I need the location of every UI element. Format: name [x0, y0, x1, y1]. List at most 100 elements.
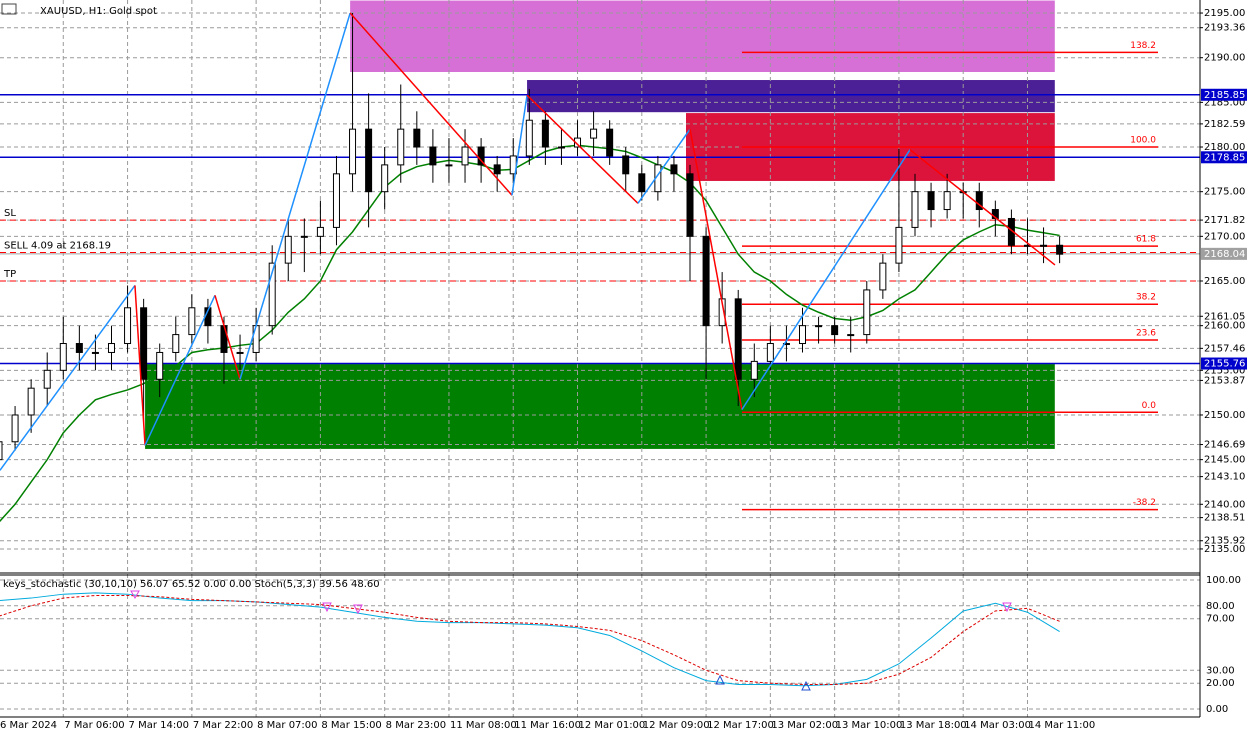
candle-body: [220, 325, 228, 353]
zigzag-segment: [239, 12, 351, 380]
y-tick-label: 2182.59: [1204, 119, 1245, 130]
candle-body: [493, 164, 501, 175]
candle-body: [91, 351, 99, 354]
y-tick-label: 2143.10: [1204, 472, 1245, 483]
y-tick-label: 2135.00: [1204, 544, 1245, 555]
price-label-bg: [1201, 88, 1247, 101]
candle-body: [1056, 244, 1064, 255]
candle-body: [268, 262, 276, 327]
sell-arrow: [322, 602, 332, 613]
zigzag-segment: [134, 285, 146, 446]
candle-body: [686, 173, 694, 237]
candle-body: [622, 155, 630, 175]
candle-body: [734, 298, 742, 380]
candle-body: [284, 235, 292, 264]
candle-body: [831, 325, 839, 336]
indicator-title: keys_stochastic (30,10,10) 56.07 65.52 0…: [3, 579, 380, 590]
y-tick-label: 2145.00: [1204, 455, 1245, 466]
x-tick-label: 12 Mar 09:00: [643, 720, 710, 731]
zigzag-segment: [637, 128, 691, 204]
zigzag-segment: [214, 295, 241, 380]
y-tick-label: 2193.36: [1204, 23, 1245, 34]
candle-body: [670, 164, 678, 175]
fib-label: 61.8: [1136, 235, 1156, 245]
y-tick-label: 2171.82: [1204, 215, 1245, 226]
candle-body: [590, 128, 598, 139]
y-tick-label: 2170.00: [1204, 231, 1245, 242]
candle-body: [461, 146, 469, 166]
candle-body: [782, 343, 790, 346]
candle-body: [140, 307, 148, 380]
candle-body: [927, 191, 935, 211]
y-tick-label: 2150.00: [1204, 410, 1245, 421]
price-label: 2185.85: [1204, 90, 1245, 101]
order-label: SL: [4, 208, 16, 219]
candle-body: [574, 137, 582, 148]
candle-body: [847, 334, 855, 337]
y-tick-label: 2195.00: [1204, 8, 1245, 19]
sell-arrow: [130, 590, 140, 600]
zone: [350, 0, 1055, 72]
order-label: SELL 4.09 at 2168.19: [4, 241, 111, 252]
candle-body: [943, 191, 951, 211]
y-tick-label: 2160.00: [1204, 321, 1245, 332]
y-tick-label: 80.00: [1206, 601, 1235, 612]
candle-body: [445, 164, 453, 167]
x-tick-label: 13 Mar 02:00: [771, 720, 838, 731]
candle-body: [124, 307, 132, 345]
y-tick-label: 2157.46: [1204, 343, 1245, 354]
candle-body: [300, 235, 308, 238]
zigzag-segment: [526, 94, 639, 204]
x-tick-label: 14 Mar 11:00: [1028, 720, 1095, 731]
y-tick-label: 2138.51: [1204, 513, 1245, 524]
chart-title: XAUUSD, H1: Gold spot: [40, 6, 157, 17]
candle-body: [332, 173, 340, 228]
x-tick-label: 12 Mar 01:00: [579, 720, 646, 731]
candle-body: [879, 262, 887, 291]
candle-body: [349, 128, 357, 175]
fib-label: 38.2: [1136, 293, 1156, 303]
x-tick-label: 13 Mar 10:00: [836, 720, 903, 731]
fib-label: 23.6: [1136, 328, 1156, 338]
zigzag-segment: [511, 95, 528, 196]
zone: [527, 80, 1055, 113]
x-tick-label: 8 Mar 07:00: [257, 720, 317, 731]
candle-body: [975, 191, 983, 211]
fib-label: 0.0: [1142, 401, 1157, 411]
order-label: TP: [3, 269, 16, 280]
price-label-bg: [1201, 151, 1247, 164]
candle-body: [606, 128, 614, 157]
x-tick-label: 6 Mar 2024: [0, 720, 57, 731]
price-label: 2155.76: [1204, 359, 1245, 370]
x-tick-label: 7 Mar 14:00: [129, 720, 189, 731]
chart-icon: [1, 3, 17, 15]
candle-body: [236, 351, 244, 354]
zigzag-segment: [741, 149, 911, 411]
candle-body: [43, 369, 51, 389]
candle-body: [59, 343, 67, 371]
zigzag-segment: [909, 149, 1056, 266]
candle-body: [0, 441, 3, 461]
candle-body: [413, 128, 421, 148]
candle-body: [525, 119, 533, 157]
sell-arrow: [1002, 602, 1012, 613]
y-tick-label: 2135.92: [1204, 536, 1245, 547]
candle-body: [107, 343, 115, 353]
candle-body: [541, 119, 549, 148]
y-tick-label: 2185.00: [1204, 97, 1245, 108]
candle-body: [188, 307, 196, 336]
y-tick-label: 100.00: [1206, 575, 1241, 586]
zigzag-segment: [349, 12, 513, 196]
x-tick-label: 12 Mar 17:00: [707, 720, 774, 731]
candle-body: [895, 226, 903, 264]
candle-body: [638, 173, 646, 193]
y-tick-label: 20.00: [1206, 678, 1235, 689]
price-label-bg: [1201, 247, 1247, 260]
buy-arrow: [715, 674, 725, 685]
x-tick-label: 8 Mar 23:00: [386, 720, 446, 731]
candle-body: [381, 164, 389, 193]
y-tick-label: 2153.87: [1204, 375, 1245, 386]
candle-body: [766, 343, 774, 362]
stochastic-line: [0, 592, 1060, 687]
price-label: 2168.04: [1204, 249, 1245, 260]
